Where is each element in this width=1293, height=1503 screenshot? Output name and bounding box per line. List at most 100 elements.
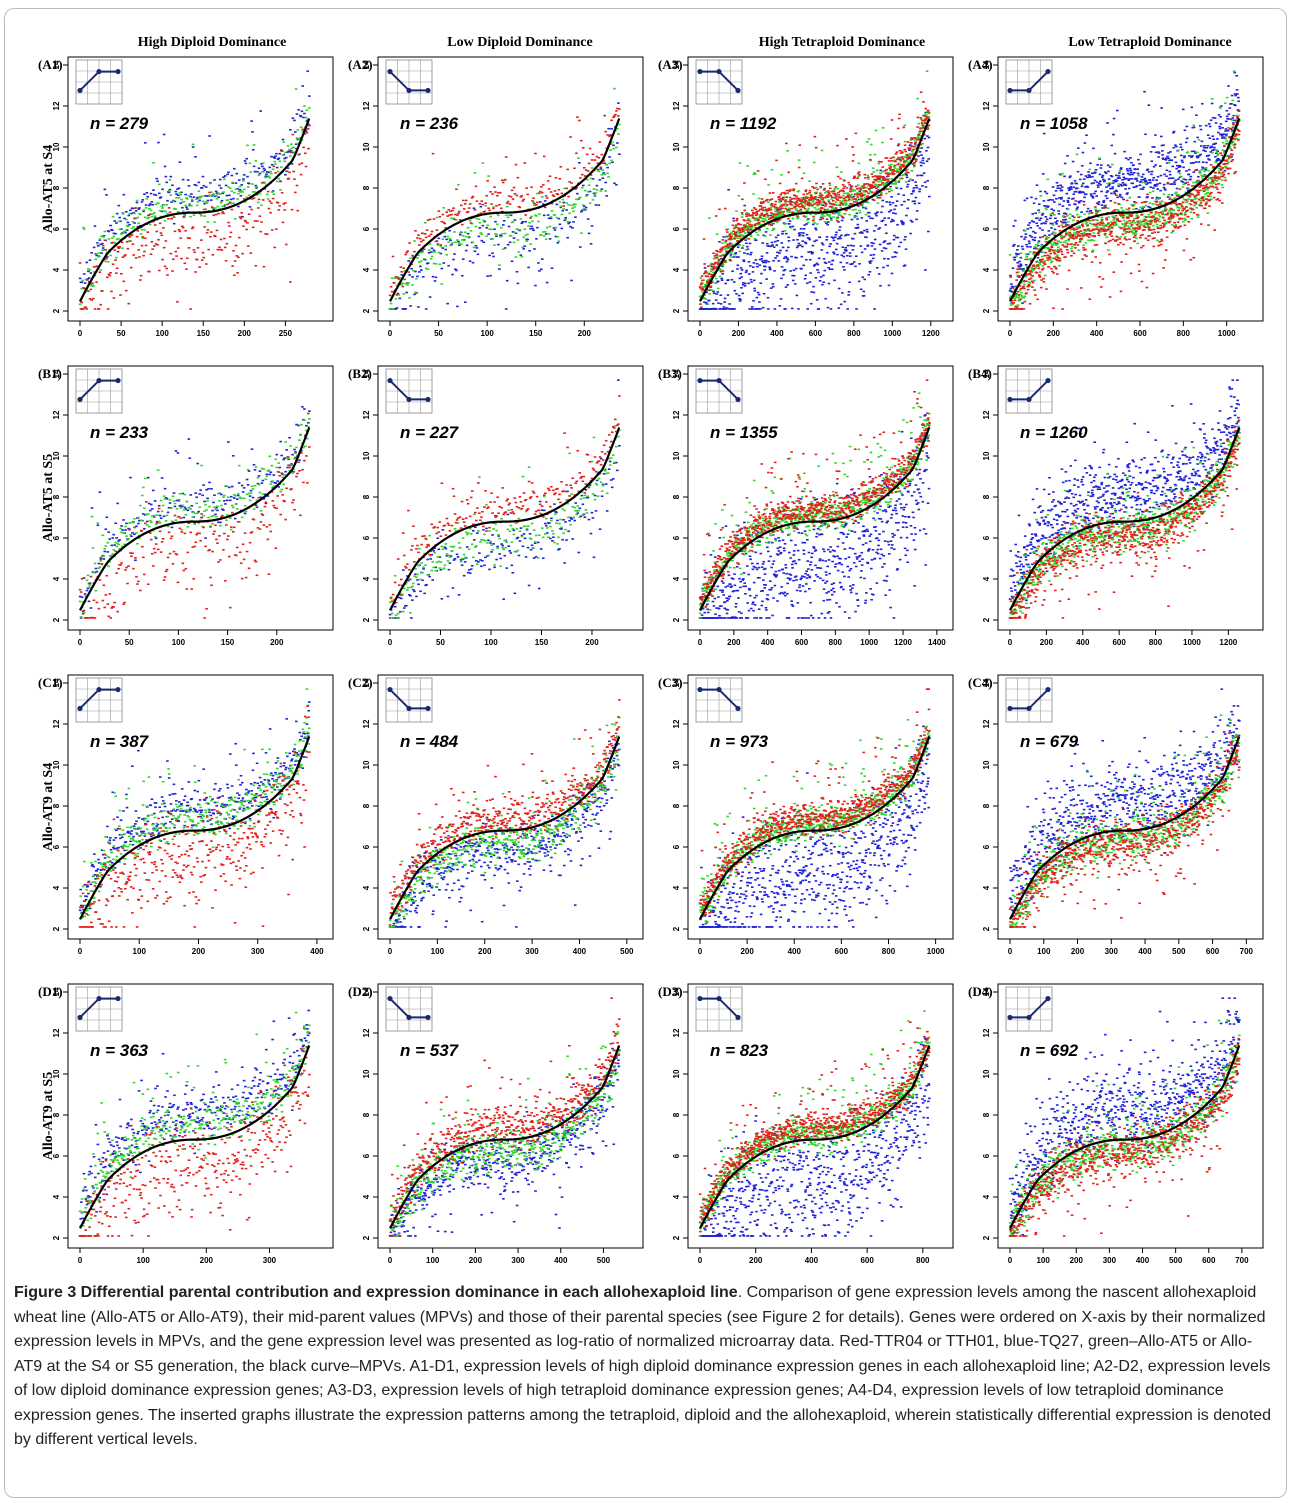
x-tick-label: 100: [155, 329, 169, 338]
data-point-blue: [1054, 217, 1057, 219]
data-point-green: [478, 218, 481, 220]
data-point-blue: [1225, 121, 1228, 123]
data-point-blue: [579, 246, 582, 248]
data-point-green: [215, 195, 218, 197]
column-header: Low Tetraploid Dominance: [1068, 35, 1231, 50]
data-point-red: [268, 208, 271, 210]
data-point-blue: [1128, 188, 1131, 190]
data-point-blue: [1115, 175, 1118, 177]
data-point-green: [1039, 263, 1042, 265]
data-point-blue: [163, 134, 166, 136]
data-point-blue: [1020, 257, 1023, 259]
data-point-red: [548, 188, 551, 190]
data-point-blue: [763, 269, 766, 271]
data-point-blue: [1185, 170, 1188, 172]
data-point-blue: [747, 283, 750, 285]
data-point-green: [570, 205, 573, 207]
data-point-red: [842, 190, 845, 192]
data-point-red: [543, 156, 546, 158]
data-point-blue: [838, 229, 841, 231]
data-point-red: [856, 177, 859, 179]
data-point-green: [82, 227, 85, 229]
data-point-blue: [1109, 166, 1112, 168]
data-point-red: [160, 234, 163, 236]
data-point-green: [890, 178, 893, 180]
data-point-red: [832, 200, 835, 202]
data-point-blue: [1160, 136, 1163, 138]
data-point-red: [566, 169, 569, 171]
data-point-blue: [882, 220, 885, 222]
data-point-blue: [429, 296, 432, 298]
data-point-blue: [102, 247, 105, 249]
data-point-green: [1093, 240, 1096, 242]
data-point-blue: [926, 180, 929, 182]
data-point-red: [722, 270, 725, 272]
data-point-blue: [737, 246, 740, 248]
data-point-blue: [170, 176, 173, 178]
data-point-green: [906, 169, 909, 171]
data-point-blue: [758, 294, 761, 296]
x-tick-label: 800: [847, 329, 861, 338]
data-point-green: [115, 257, 118, 259]
data-point-red: [921, 123, 924, 125]
data-point-blue: [1174, 156, 1177, 158]
data-point-blue: [735, 293, 738, 295]
data-point-red: [407, 271, 410, 273]
data-point-green: [1029, 251, 1032, 253]
data-point-blue: [1148, 171, 1151, 173]
data-point-green: [737, 195, 740, 197]
data-point-green: [1089, 223, 1092, 225]
data-point-red: [857, 173, 860, 175]
data-point-blue: [749, 265, 752, 267]
data-point-red: [286, 170, 289, 172]
data-point-red: [413, 251, 416, 253]
data-point-blue: [882, 267, 885, 269]
data-point-red: [126, 241, 129, 243]
data-point-blue: [590, 243, 593, 245]
data-point-green: [744, 232, 747, 234]
data-point-red: [438, 210, 441, 212]
data-point-blue: [765, 260, 768, 262]
column-header: Low Diploid Dominance: [447, 35, 592, 50]
data-point-green: [441, 283, 444, 285]
y-tick-label: 2: [52, 308, 61, 313]
data-point-blue: [1127, 170, 1130, 172]
data-point-red: [553, 195, 556, 197]
data-point-red: [732, 225, 735, 227]
data-point-blue: [1190, 176, 1193, 178]
data-point-blue: [1014, 257, 1017, 259]
data-point-green: [611, 142, 614, 144]
data-point-red: [224, 247, 227, 249]
data-point-red: [856, 188, 859, 190]
data-point-green: [125, 219, 128, 221]
data-point-green: [1122, 223, 1125, 225]
data-point-green: [278, 160, 281, 162]
data-point-blue: [774, 308, 777, 310]
data-point-blue: [282, 139, 285, 141]
data-point-green: [771, 230, 774, 232]
data-point-red: [526, 194, 529, 196]
data-point-green: [254, 160, 257, 162]
data-point-blue: [455, 270, 458, 272]
data-point-blue: [557, 242, 560, 244]
data-point-red: [108, 275, 111, 277]
data-point-blue: [885, 201, 888, 203]
data-point-red: [231, 209, 234, 211]
data-point-green: [895, 187, 898, 189]
data-point-blue: [1009, 275, 1012, 277]
data-point-red: [447, 209, 450, 211]
data-point-red: [216, 230, 219, 232]
data-point-red: [857, 196, 860, 198]
data-point-green: [500, 227, 503, 229]
data-point-red: [463, 208, 466, 210]
data-point-red: [228, 225, 231, 227]
data-point-green: [201, 195, 204, 197]
data-point-blue: [498, 268, 501, 270]
data-point-blue: [847, 245, 850, 247]
data-point-blue: [1080, 174, 1083, 176]
data-point-blue: [295, 143, 298, 145]
data-point-green: [127, 226, 130, 228]
data-point-red: [115, 272, 118, 274]
data-point-blue: [1028, 240, 1031, 242]
data-point-green: [845, 203, 848, 205]
